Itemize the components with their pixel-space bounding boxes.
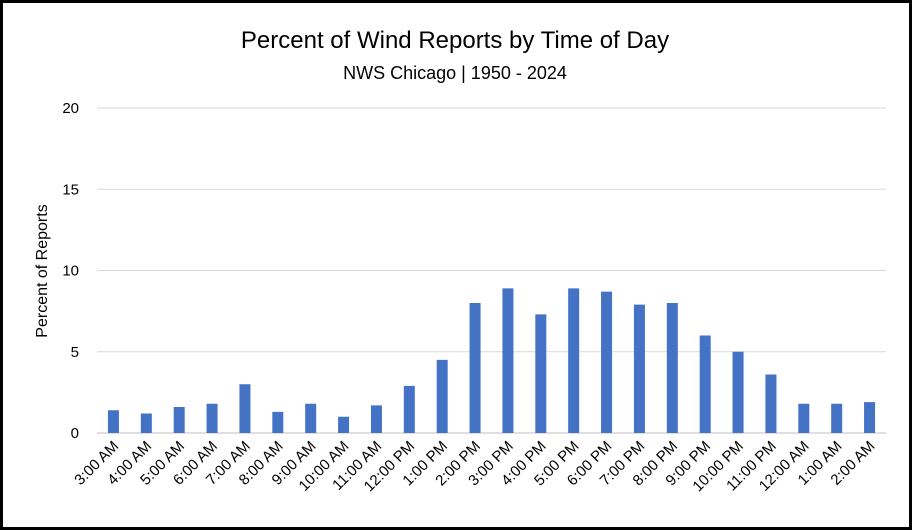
chart-subtitle: NWS Chicago | 1950 - 2024 xyxy=(343,63,567,83)
bar xyxy=(140,413,152,433)
bar xyxy=(601,291,613,433)
y-tick-label: 10 xyxy=(62,263,79,280)
y-tick-labels: 0 5 10 15 20 xyxy=(62,100,79,442)
bar xyxy=(831,403,843,433)
bar xyxy=(732,351,744,433)
y-tick-label: 0 xyxy=(71,425,79,442)
y-axis-label: Percent of Reports xyxy=(34,204,51,337)
bar xyxy=(403,385,415,433)
bar-chart: Percent of Wind Reports by Time of Day N… xyxy=(34,27,886,495)
bar xyxy=(206,403,218,433)
bar xyxy=(864,402,876,433)
bar xyxy=(633,304,645,433)
bar xyxy=(568,288,580,433)
bar xyxy=(765,374,777,433)
bar xyxy=(535,314,547,433)
bar xyxy=(239,384,251,433)
chart-title: Percent of Wind Reports by Time of Day xyxy=(241,27,669,54)
bar xyxy=(436,359,448,433)
bar xyxy=(469,303,481,433)
bar xyxy=(107,410,119,433)
bar xyxy=(305,403,317,433)
gridlines xyxy=(97,107,886,434)
x-tick-labels: 3:00 AM4:00 AM5:00 AM6:00 AM7:00 AM8:00 … xyxy=(71,438,878,495)
bar xyxy=(798,403,810,433)
bar xyxy=(272,411,284,433)
bar xyxy=(502,288,514,433)
bar xyxy=(338,416,350,433)
y-tick-label: 5 xyxy=(71,344,79,361)
bar xyxy=(699,335,711,433)
bars xyxy=(107,288,876,433)
bar xyxy=(173,407,185,433)
bar xyxy=(370,405,382,433)
y-tick-label: 20 xyxy=(62,100,79,117)
y-tick-label: 15 xyxy=(62,181,79,198)
bar xyxy=(666,303,678,433)
